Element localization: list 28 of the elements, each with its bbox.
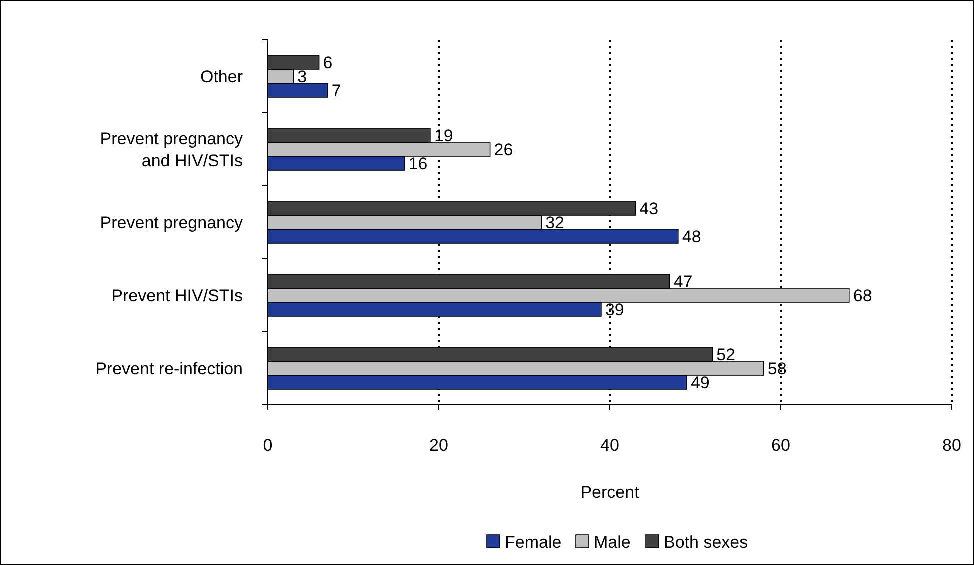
legend-label: Both sexes — [664, 533, 748, 552]
x-tick-label: 60 — [772, 436, 790, 455]
x-tick-label: 80 — [942, 436, 962, 455]
y-tick-label: Prevent pregnancy — [100, 214, 244, 232]
data-label: 16 — [408, 154, 428, 174]
data-label: 3 — [298, 68, 308, 86]
data-label: 68 — [853, 286, 872, 306]
y-tick-label: Other — [200, 68, 244, 86]
data-label: 26 — [494, 140, 514, 160]
data-label: 58 — [768, 360, 787, 378]
data-label: 47 — [674, 272, 693, 292]
y-tick-label: Prevent HIV/STIs — [112, 286, 243, 306]
x-tick-label: 0 — [263, 436, 273, 455]
legend-label: Female — [505, 533, 562, 552]
y-tick-label: Prevent pregnancy and HIV/STIs — [100, 130, 244, 170]
data-label: 48 — [682, 228, 702, 246]
data-label: 43 — [640, 200, 659, 218]
data-label: 52 — [716, 346, 736, 364]
x-tick-label: 20 — [430, 436, 448, 455]
y-tick-label: Prevent re-infection — [96, 360, 243, 378]
legend-label: Male — [594, 533, 631, 552]
data-label: 7 — [332, 82, 342, 100]
data-label: 32 — [546, 214, 565, 232]
data-label: 6 — [323, 54, 333, 72]
data-label: 49 — [690, 374, 710, 392]
x-tick-label: 40 — [600, 436, 620, 455]
x-axis-title: Percent — [580, 483, 640, 502]
data-label: 39 — [605, 300, 624, 320]
